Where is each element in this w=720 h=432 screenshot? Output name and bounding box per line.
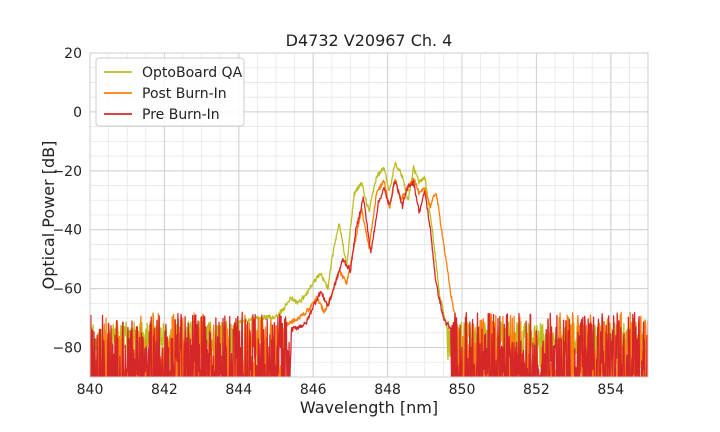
y-tick-label: 0 [73, 105, 82, 121]
legend-label-0: OptoBoard QA [142, 65, 243, 81]
y-tick-label: −20 [52, 164, 82, 180]
x-tick-label: 846 [300, 382, 327, 398]
series-line-2 [90, 180, 648, 377]
y-tick-label: −60 [52, 282, 82, 298]
x-tick-label: 842 [151, 382, 178, 398]
x-tick-label: 844 [225, 382, 252, 398]
x-tick-labels: 840 842 844 846 848 850 852 854 [77, 382, 625, 398]
x-tick-label: 848 [374, 382, 401, 398]
legend: OptoBoard QA Post Burn-In Pre Burn-In [95, 57, 245, 127]
legend-label-1: Post Burn-In [142, 86, 227, 102]
x-tick-label: 840 [77, 382, 104, 398]
legend-label-2: Pre Burn-In [142, 107, 220, 123]
plot-area [90, 161, 648, 377]
x-tick-label: 852 [523, 382, 550, 398]
y-tick-labels: −80 −60 −40 −20 0 20 [52, 46, 82, 357]
y-tick-label: −40 [52, 223, 82, 239]
plot-frame [89, 52, 649, 378]
y-axis-title: Optical Power [dB] [39, 141, 58, 290]
series-line-1 [90, 177, 648, 377]
x-tick-label: 854 [597, 382, 624, 398]
chart-title: D4732 V20967 Ch. 4 [286, 31, 453, 50]
legend-box [95, 57, 245, 127]
x-tick-label: 850 [449, 382, 476, 398]
x-axis-title: Wavelength [nm] [300, 398, 438, 417]
y-tick-label: 20 [64, 46, 82, 62]
y-tick-label: −80 [52, 341, 82, 357]
series-layer [90, 161, 648, 377]
